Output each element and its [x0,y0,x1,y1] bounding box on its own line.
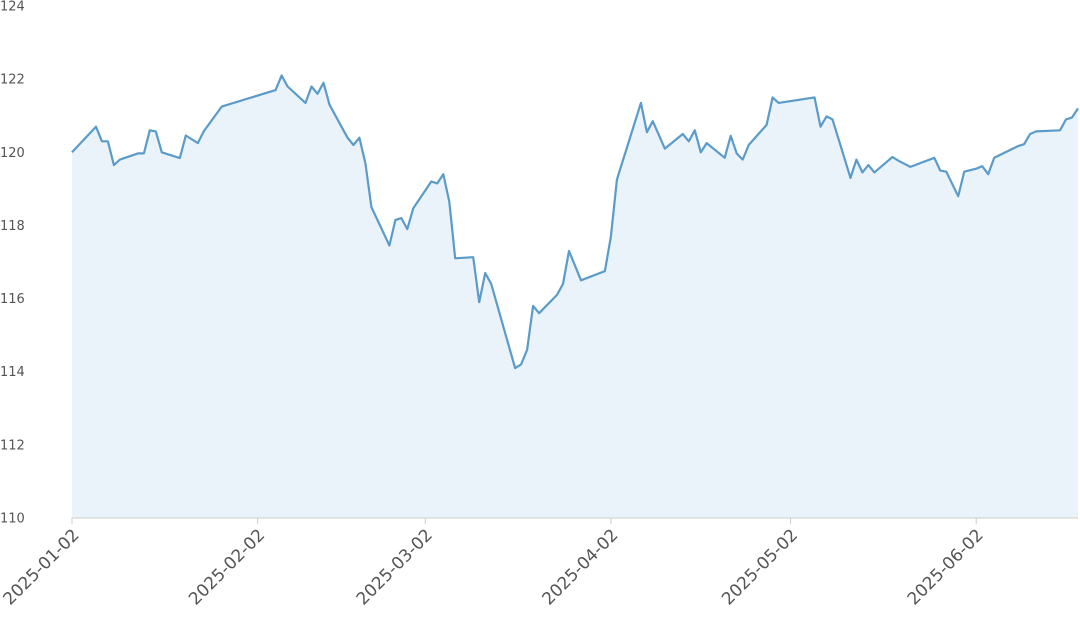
x-tick-label: 2025-05-02 [718,525,802,609]
y-tick-label: 116 [0,292,25,307]
x-tick-label: 2025-01-02 [0,525,84,609]
x-axis: 2025-01-02 2025-02-02 2025-03-02 2025-04-02… [0,517,1078,609]
y-tick-label: 118 [0,219,25,234]
y-tick-label: 110 [0,512,25,527]
x-tick-label: 2025-03-02 [353,525,437,609]
x-tick-label: 2025-06-02 [904,525,988,609]
y-axis: 110 112 114 116 118 120 122 124 [0,0,25,527]
series-area-fill [72,75,1078,518]
y-tick-label: 122 [0,73,25,88]
area-layer [71,74,1079,518]
series-line [71,74,1079,370]
y-tick-label: 114 [0,365,25,380]
y-tick-label: 120 [0,146,25,161]
y-tick-label: 112 [0,438,25,453]
x-tick-label: 2025-04-02 [538,525,622,609]
x-tick-label: 2025-02-02 [185,525,269,609]
y-tick-label: 124 [0,0,25,15]
